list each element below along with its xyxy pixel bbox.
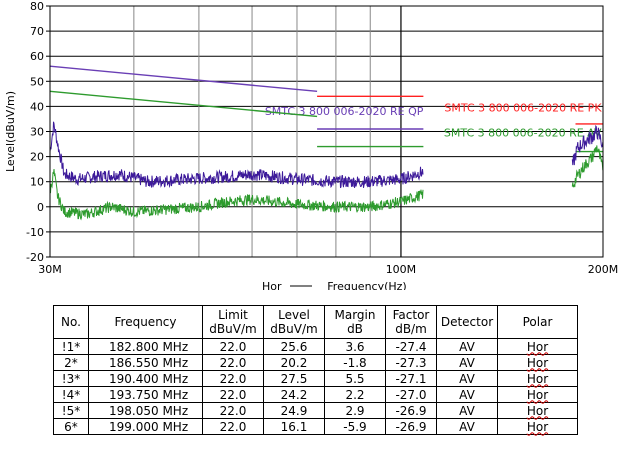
x-tick-label: 100M	[386, 263, 417, 276]
cell-factor: -27.0	[385, 386, 437, 403]
cell-factor: -26.9	[385, 402, 437, 419]
y-axis-label: Level(dBuV/m)	[4, 91, 17, 172]
cell-margin: 2.9	[324, 402, 386, 419]
cell-level: 24.9	[263, 402, 325, 419]
x-tick-label: 200M	[588, 263, 619, 276]
results-table: No. Frequency Limit dBuV/m Level dBuV/m Ma…	[53, 305, 578, 435]
header-no: No.	[53, 305, 89, 339]
cell-detector: AV	[436, 354, 498, 371]
trace-average	[49, 168, 424, 221]
cell-margin: -5.9	[324, 418, 386, 435]
table-row: 2* 186.550 MHz 22.0 20.2 -1.8 -27.3 AV H…	[53, 354, 578, 371]
x-tick-label: 30M	[38, 263, 62, 276]
cell-polar: Hor	[497, 354, 578, 371]
cell-limit: 22.0	[202, 354, 264, 371]
trace-average	[571, 145, 604, 188]
cell-factor: -27.1	[385, 370, 437, 387]
limit-line-label: SMTC 3 800 006-2020 RE PK	[444, 101, 602, 114]
cell-level: 16.1	[263, 418, 325, 435]
limit-lines: SMTC 3 800 006-2020 RE QP SMTC 3 800 006-…	[49, 65, 603, 153]
y-tick-label: 60	[30, 50, 44, 63]
header-polar: Polar	[497, 305, 578, 339]
y-tick-label: 30	[30, 126, 44, 139]
cell-level: 20.2	[263, 354, 325, 371]
cell-factor: -27.3	[385, 354, 437, 371]
trace-peak	[49, 121, 424, 189]
table-row: 6* 199.000 MHz 22.0 16.1 -5.9 -26.9 AV H…	[53, 418, 578, 435]
y-tick-label: 70	[30, 25, 44, 38]
cell-detector: AV	[436, 386, 498, 403]
header-margin: Margin dB	[324, 305, 386, 339]
header-factor: Factor dB/m	[385, 305, 437, 339]
cell-detector: AV	[436, 338, 498, 355]
cell-frequency: 199.000 MHz	[88, 418, 203, 435]
header-detector: Detector	[436, 305, 498, 339]
cell-margin: 3.6	[324, 338, 386, 355]
limit-line-label: SMTC 3 800 006-2020 RE AV	[444, 127, 602, 140]
cell-level: 24.2	[263, 386, 325, 403]
cell-limit: 22.0	[202, 402, 264, 419]
cell-frequency: 182.800 MHz	[88, 338, 203, 355]
plot-frame	[49, 5, 604, 258]
cell-frequency: 193.750 MHz	[88, 386, 203, 403]
cell-limit: 22.0	[202, 370, 264, 387]
y-tick-label: 10	[30, 176, 44, 189]
cell-detector: AV	[436, 418, 498, 435]
cell-factor: -27.4	[385, 338, 437, 355]
limit-line-segment	[49, 90, 318, 118]
cell-detector: AV	[436, 370, 498, 387]
axis-labels: -20 -10 0 10 20 30 40 50 60 70 80 30M 100M 200M Freque…	[4, 0, 618, 290]
table-row: !3* 190.400 MHz 22.0 27.5 5.5 -27.1 AV H…	[53, 370, 578, 387]
cell-no: !5*	[53, 402, 89, 419]
y-tick-label: 50	[30, 75, 44, 88]
y-tick-label: -20	[26, 251, 44, 264]
cell-limit: 22.0	[202, 338, 264, 355]
x-axis-prefix: Hor	[262, 280, 282, 290]
cell-limit: 22.0	[202, 418, 264, 435]
cell-polar: Hor	[497, 338, 578, 355]
cell-frequency: 186.550 MHz	[88, 354, 203, 371]
header-frequency: Frequency	[88, 305, 203, 339]
cell-no: !3*	[53, 370, 89, 387]
cell-polar: Hor	[497, 418, 578, 435]
cell-polar: Hor	[497, 370, 578, 387]
y-tick-label: 0	[37, 201, 44, 214]
cell-factor: -26.9	[385, 418, 437, 435]
y-tick-label: -10	[26, 226, 44, 239]
y-tick-label: 80	[30, 0, 44, 13]
measurement-traces	[49, 121, 604, 221]
cell-no: 2*	[53, 354, 89, 371]
trace-peak	[571, 124, 604, 166]
y-tick-label: 20	[30, 151, 44, 164]
cell-limit: 22.0	[202, 386, 264, 403]
header-limit: Limit dBuV/m	[202, 305, 264, 339]
limit-line-label: SMTC 3 800 006-2020 RE QP	[265, 105, 424, 118]
cell-polar: Hor	[497, 402, 578, 419]
header-level: Level dBuV/m	[263, 305, 325, 339]
cell-frequency: 198.050 MHz	[88, 402, 203, 419]
cell-margin: -1.8	[324, 354, 386, 371]
table-row: !1* 182.800 MHz 22.0 25.6 3.6 -27.4 AV H…	[53, 338, 578, 355]
cell-no: !4*	[53, 386, 89, 403]
table-row: !5* 198.050 MHz 22.0 24.9 2.9 -26.9 AV H…	[53, 402, 578, 419]
cell-level: 27.5	[263, 370, 325, 387]
cell-polar: Hor	[497, 386, 578, 403]
cell-level: 25.6	[263, 338, 325, 355]
cell-detector: AV	[436, 402, 498, 419]
table-row: !4* 193.750 MHz 22.0 24.2 2.2 -27.0 AV H…	[53, 386, 578, 403]
emission-chart: SMTC 3 800 006-2020 RE QP SMTC 3 800 006-…	[4, 0, 618, 290]
x-axis-label: Frequency(Hz)	[327, 280, 406, 290]
cell-margin: 5.5	[324, 370, 386, 387]
cell-margin: 2.2	[324, 386, 386, 403]
cell-no: !1*	[53, 338, 89, 355]
cell-frequency: 190.400 MHz	[88, 370, 203, 387]
limit-line-segment	[49, 65, 318, 93]
cell-no: 6*	[53, 418, 89, 435]
table-header-row: No. Frequency Limit dBuV/m Level dBuV/m Ma…	[53, 305, 578, 339]
y-tick-label: 40	[30, 100, 44, 113]
